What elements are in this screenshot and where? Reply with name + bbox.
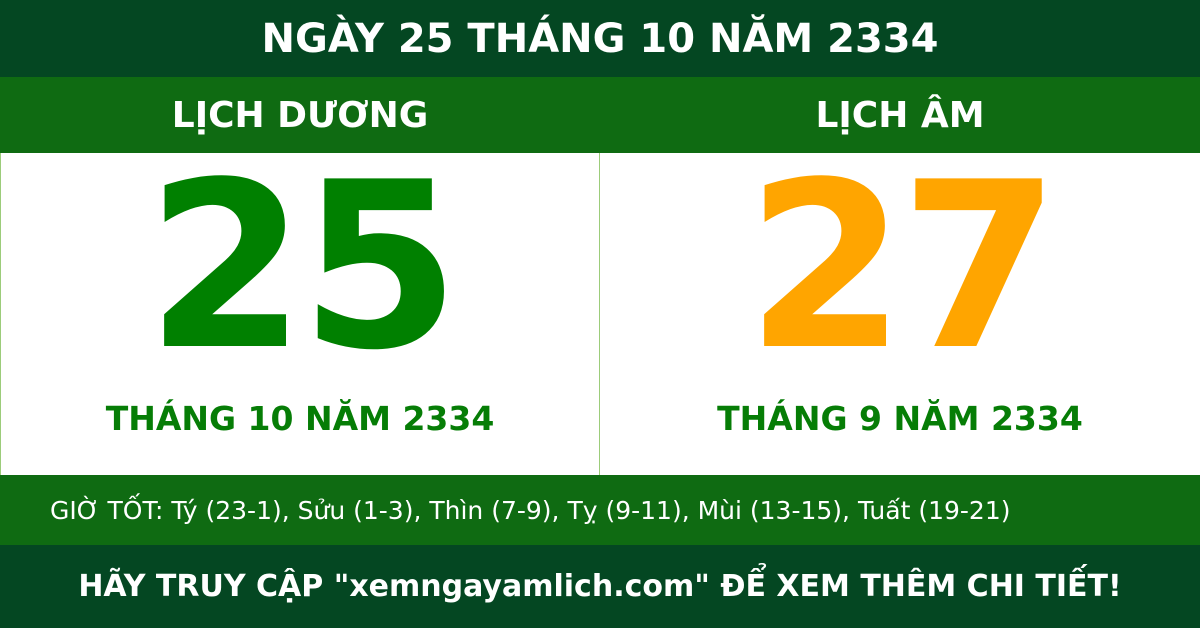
lunar-month-year: THÁNG 9 NĂM 2334 xyxy=(717,399,1083,438)
lunar-panel: 27 THÁNG 9 NĂM 2334 xyxy=(600,153,1200,475)
solar-month-year: THÁNG 10 NĂM 2334 xyxy=(105,399,495,438)
solar-day: 25 xyxy=(145,134,460,401)
calendar-labels: LỊCH DƯƠNG LỊCH ÂM xyxy=(0,77,1200,153)
good-hours: GIỜ TỐT: Tý (23-1), Sửu (1-3), Thìn (7-9… xyxy=(0,475,1200,545)
solar-panel: 25 THÁNG 10 NĂM 2334 xyxy=(0,153,600,475)
solar-calendar-label: LỊCH DƯƠNG xyxy=(171,94,429,136)
lunar-day: 27 xyxy=(745,134,1060,401)
lunar-calendar-label: LỊCH ÂM xyxy=(815,94,985,136)
page-title: NGÀY 25 THÁNG 10 NĂM 2334 xyxy=(0,0,1200,77)
calendar-body: 25 THÁNG 10 NĂM 2334 27 THÁNG 9 NĂM 2334 xyxy=(0,153,1200,475)
footer-cta: HÃY TRUY CẬP "xemngayamlich.com" ĐỂ XEM … xyxy=(0,545,1200,628)
